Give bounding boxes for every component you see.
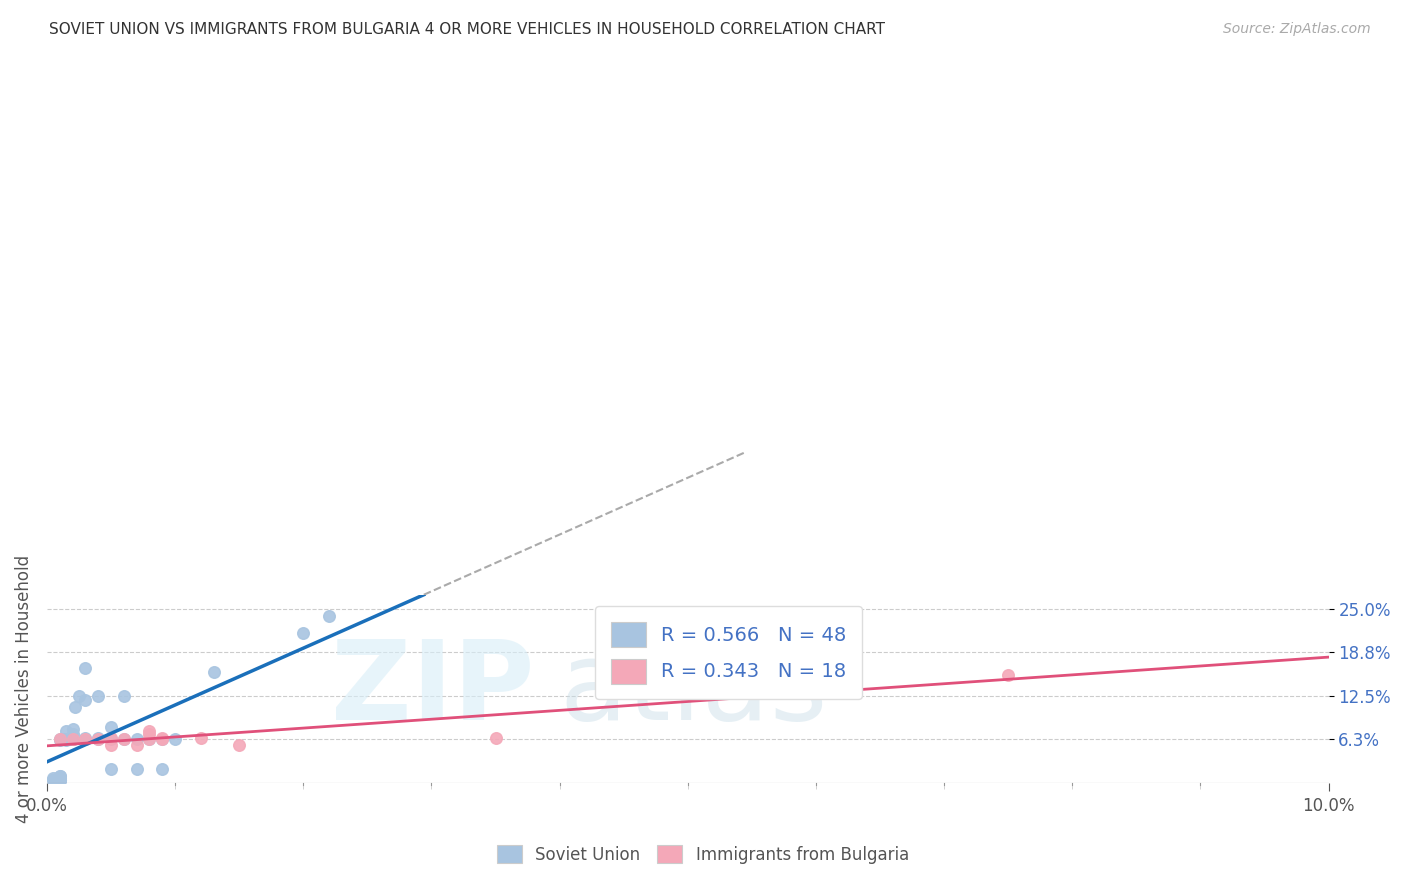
Point	[48, 769, 70, 783]
Point	[62, 732, 84, 747]
Point	[318, 608, 340, 623]
Y-axis label: 4 or more Vehicles in Household: 4 or more Vehicles in Household	[15, 555, 32, 823]
Point	[138, 732, 160, 747]
Point	[62, 727, 84, 741]
Point	[48, 772, 70, 787]
Point	[48, 733, 70, 747]
Point	[75, 732, 97, 747]
Point	[100, 731, 122, 745]
Point	[741, 679, 763, 693]
Point	[112, 732, 135, 747]
Point	[100, 721, 122, 735]
Point	[42, 772, 65, 787]
Point	[48, 732, 70, 747]
Point	[87, 731, 110, 745]
Point	[150, 731, 173, 745]
Point	[48, 772, 70, 787]
Point	[45, 772, 67, 787]
Point	[138, 727, 160, 741]
Point	[55, 732, 77, 747]
Point	[228, 738, 250, 752]
Point	[42, 772, 65, 787]
Point	[63, 699, 86, 714]
Text: SOVIET UNION VS IMMIGRANTS FROM BULGARIA 4 OR MORE VEHICLES IN HOUSEHOLD CORRELA: SOVIET UNION VS IMMIGRANTS FROM BULGARIA…	[49, 22, 886, 37]
Point	[190, 731, 212, 745]
Point	[125, 732, 148, 747]
Point	[67, 689, 90, 703]
Point	[75, 732, 97, 747]
Point	[150, 763, 173, 777]
Point	[112, 732, 135, 747]
Point	[55, 733, 77, 747]
Point	[75, 692, 97, 706]
Point	[48, 772, 70, 787]
Point	[62, 732, 84, 747]
Point	[87, 689, 110, 703]
Point	[100, 732, 122, 747]
Point	[59, 732, 82, 747]
Legend: R = 0.566   N = 48, R = 0.343   N = 18: R = 0.566 N = 48, R = 0.343 N = 18	[595, 607, 862, 699]
Point	[138, 723, 160, 738]
Point	[48, 769, 70, 783]
Point	[125, 763, 148, 777]
Point	[48, 772, 70, 787]
Point	[150, 732, 173, 747]
Point	[138, 732, 160, 747]
Point	[125, 738, 148, 752]
Point	[112, 689, 135, 703]
Text: Source: ZipAtlas.com: Source: ZipAtlas.com	[1223, 22, 1371, 37]
Point	[292, 626, 315, 640]
Point	[165, 732, 187, 747]
Point	[48, 732, 70, 747]
Point	[62, 722, 84, 736]
Point	[87, 732, 110, 747]
Point	[48, 772, 70, 787]
Point	[48, 771, 70, 785]
Point	[997, 668, 1019, 682]
Point	[202, 665, 225, 679]
Point	[51, 732, 73, 747]
Point	[484, 731, 506, 745]
Point	[55, 723, 77, 738]
Point	[75, 661, 97, 675]
Point	[87, 732, 110, 747]
Point	[150, 732, 173, 747]
Point	[100, 738, 122, 752]
Point	[52, 732, 75, 747]
Text: atlas: atlas	[560, 636, 828, 742]
Point	[100, 763, 122, 777]
Legend: Soviet Union, Immigrants from Bulgaria: Soviet Union, Immigrants from Bulgaria	[491, 838, 915, 871]
Point	[75, 731, 97, 745]
Text: ZIP: ZIP	[330, 636, 534, 742]
Point	[46, 772, 69, 787]
Point	[62, 732, 84, 747]
Point	[42, 771, 65, 785]
